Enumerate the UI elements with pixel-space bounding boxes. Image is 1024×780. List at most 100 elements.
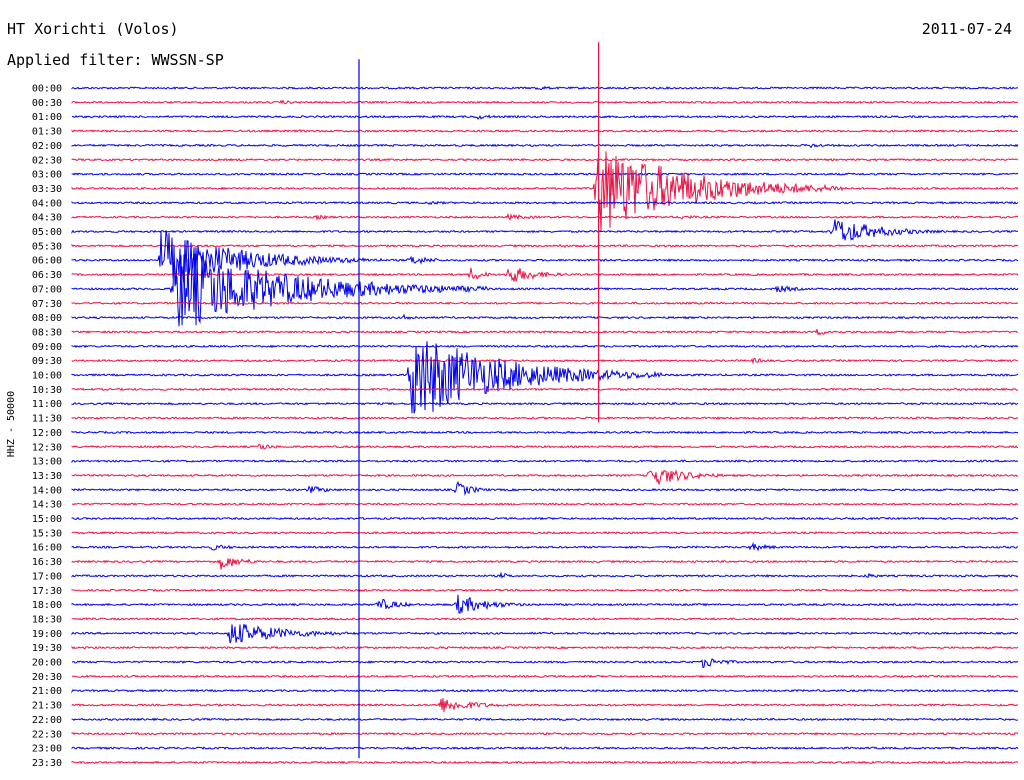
trace-row <box>71 594 1019 614</box>
row-time-label: 02:00 <box>32 141 62 152</box>
row-time-label: 21:30 <box>32 701 62 712</box>
row-time-label: 21:00 <box>32 686 62 697</box>
row-time-label: 05:00 <box>32 227 62 238</box>
row-time-label: 12:00 <box>32 428 62 439</box>
trace-row <box>71 85 1019 91</box>
trace-row <box>71 344 1019 349</box>
trace-row <box>71 157 1019 162</box>
row-time-label: 09:00 <box>32 342 62 353</box>
trace-row <box>71 468 1019 485</box>
trace-row <box>72 502 1019 506</box>
trace-row <box>71 746 1019 750</box>
row-time-label: 20:30 <box>32 672 62 683</box>
row-time-label: 17:30 <box>32 586 62 597</box>
trace-row <box>71 698 1019 712</box>
row-time-label: 06:30 <box>32 270 62 281</box>
trace-row <box>71 313 1019 320</box>
row-time-label: 22:00 <box>32 715 62 726</box>
row-time-label: 01:30 <box>32 127 62 138</box>
row-time-label: 00:00 <box>32 84 62 95</box>
trace-row <box>71 531 1019 535</box>
trace-row <box>71 99 1019 105</box>
row-time-label: 03:30 <box>32 184 62 195</box>
row-time-label: 11:30 <box>32 414 62 425</box>
row-time-label: 14:30 <box>32 500 62 511</box>
trace-row <box>71 731 1019 736</box>
trace-row <box>71 129 1019 133</box>
trace-row <box>71 480 1019 497</box>
row-time-label: 00:30 <box>32 98 62 109</box>
trace-row <box>71 558 1019 570</box>
row-time-label: 17:00 <box>32 571 62 582</box>
row-time-label: 05:30 <box>32 241 62 252</box>
row-time-label: 22:30 <box>32 729 62 740</box>
row-time-label: 23:00 <box>32 744 62 755</box>
trace-row <box>71 623 1019 644</box>
row-time-label: 16:00 <box>32 543 62 554</box>
row-time-label: 11:00 <box>32 399 62 410</box>
trace-row <box>71 341 1019 414</box>
row-time-label: 15:30 <box>32 528 62 539</box>
trace-row <box>71 200 1019 206</box>
row-time-label: 01:00 <box>32 112 62 123</box>
row-time-label: 08:30 <box>32 327 62 338</box>
trace-row <box>71 387 1019 392</box>
time-labels: 00:00 00:30 01:00 01:30 02:00 02:30 03:00 03:30… <box>32 84 62 769</box>
trace-row <box>71 243 1019 249</box>
trace-row <box>71 645 1019 650</box>
row-time-label: 23:30 <box>32 758 62 769</box>
row-time-label: 16:30 <box>32 557 62 568</box>
row-time-label: 07:30 <box>32 299 62 310</box>
trace-row <box>71 617 1019 621</box>
trace-row <box>71 658 1019 669</box>
trace-row <box>71 172 1019 176</box>
row-time-label: 19:00 <box>32 629 62 640</box>
trace-row <box>71 230 1019 285</box>
tall-spikes <box>358 42 600 759</box>
row-time-label: 18:30 <box>32 614 62 625</box>
trace-row <box>71 301 1019 306</box>
trace-row <box>71 443 1019 450</box>
trace-row <box>71 143 1019 149</box>
row-time-label: 10:00 <box>32 371 62 382</box>
trace-row <box>71 516 1019 521</box>
row-time-label: 08:00 <box>32 313 62 324</box>
row-time-label: 02:30 <box>32 155 62 166</box>
trace-row <box>71 219 1019 241</box>
trace-row <box>71 760 1019 765</box>
row-time-label: 03:00 <box>32 170 62 181</box>
trace-row <box>71 430 1019 435</box>
trace-row <box>71 717 1019 722</box>
trace-row <box>71 688 1019 694</box>
row-time-label: 13:00 <box>32 457 62 468</box>
row-time-label: 06:00 <box>32 256 62 267</box>
row-time-label: 10:30 <box>32 385 62 396</box>
date-label: 2011-07-24 <box>921 20 1012 38</box>
trace-row <box>71 416 1019 420</box>
trace-row <box>71 114 1019 120</box>
filter-label: Applied filter: WWSSN-SP <box>7 51 224 69</box>
trace-row <box>71 357 1019 365</box>
row-time-label: 14:00 <box>32 485 62 496</box>
row-time-label: 19:30 <box>32 643 62 654</box>
trace-row <box>71 541 1019 552</box>
row-time-label: 20:00 <box>32 658 62 669</box>
row-time-label: 04:30 <box>32 213 62 224</box>
row-time-label: 04:00 <box>32 198 62 209</box>
row-time-label: 15:00 <box>32 514 62 525</box>
trace-row <box>71 401 1019 406</box>
trace-row <box>71 588 1019 593</box>
trace-row <box>71 571 1019 579</box>
trace-row <box>71 329 1018 336</box>
station-title: HT Xorichti (Volos) <box>7 20 179 38</box>
row-time-label: 07:00 <box>32 284 62 295</box>
trace-row <box>71 212 1019 221</box>
row-time-label: 12:30 <box>32 442 62 453</box>
trace-row <box>71 674 1019 679</box>
row-time-label: 13:30 <box>32 471 62 482</box>
trace-row <box>71 245 1019 327</box>
row-time-label: 09:30 <box>32 356 62 367</box>
trace-row <box>71 151 1019 233</box>
